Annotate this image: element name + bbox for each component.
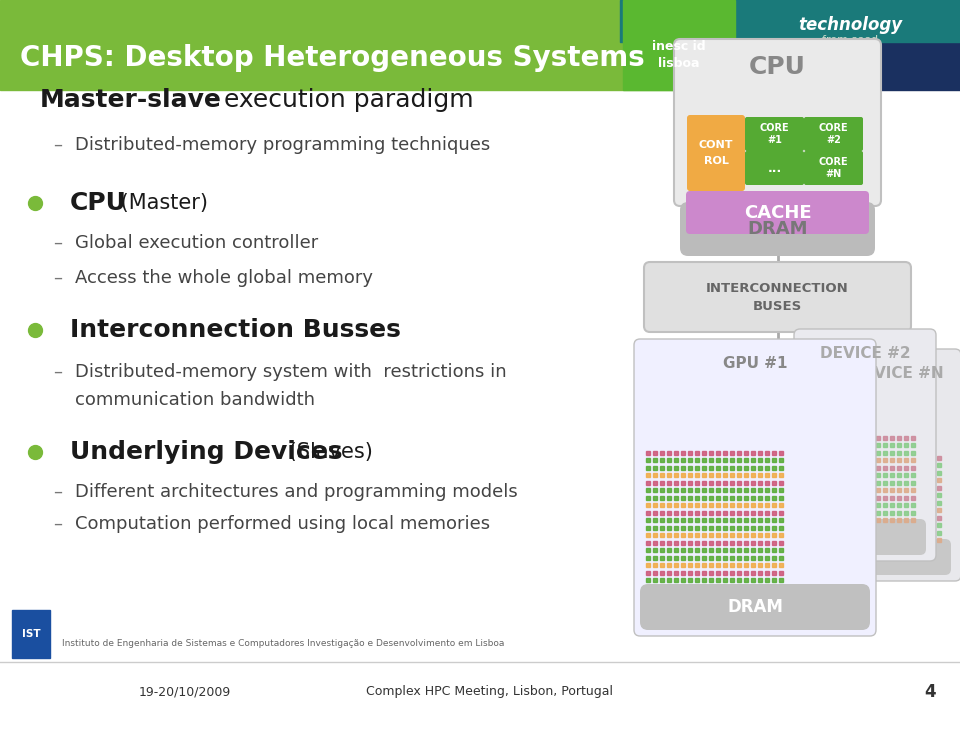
Text: –: – <box>54 269 62 287</box>
Text: communication bandwidth: communication bandwidth <box>75 391 315 409</box>
FancyBboxPatch shape <box>745 117 804 151</box>
Text: 4: 4 <box>924 683 936 701</box>
Text: Complex HPC Meeting, Lisbon, Portugal: Complex HPC Meeting, Lisbon, Portugal <box>367 685 613 699</box>
Text: CHPS: Desktop Heterogeneous Systems: CHPS: Desktop Heterogeneous Systems <box>20 44 645 72</box>
FancyBboxPatch shape <box>848 366 902 394</box>
Text: Distributed-memory programming techniques: Distributed-memory programming technique… <box>75 136 491 154</box>
Text: –: – <box>54 234 62 252</box>
Text: execution paradigm: execution paradigm <box>216 88 473 112</box>
Text: Master-slave: Master-slave <box>40 88 222 112</box>
Bar <box>0 0 735 90</box>
Text: ROL: ROL <box>704 156 729 166</box>
Bar <box>620 0 960 42</box>
FancyBboxPatch shape <box>640 584 870 630</box>
Text: DEVICE #N: DEVICE #N <box>852 366 944 380</box>
Text: DRAM: DRAM <box>747 220 807 238</box>
Bar <box>623 0 735 90</box>
FancyBboxPatch shape <box>634 339 876 636</box>
Text: CORE
#2: CORE #2 <box>819 123 849 145</box>
Text: DEVICE #2: DEVICE #2 <box>820 345 910 361</box>
FancyBboxPatch shape <box>680 202 875 256</box>
Text: CACHE: CACHE <box>744 204 811 221</box>
Text: from seed: from seed <box>822 35 878 45</box>
Text: IST: IST <box>22 629 40 639</box>
Text: inesc id
lisboa: inesc id lisboa <box>652 40 706 70</box>
Text: Distributed-memory system with  restrictions in: Distributed-memory system with restricti… <box>75 363 507 381</box>
Text: Different architectures and programming models: Different architectures and programming … <box>75 483 517 501</box>
Bar <box>12 610 50 658</box>
FancyBboxPatch shape <box>834 349 960 581</box>
FancyBboxPatch shape <box>644 594 866 630</box>
Text: technology: technology <box>798 16 902 34</box>
Text: (Slaves): (Slaves) <box>282 442 372 462</box>
Text: GPU #1: GPU #1 <box>723 356 787 371</box>
Text: –: – <box>54 483 62 501</box>
Text: –: – <box>54 363 62 381</box>
Text: INTERCONNECTION: INTERCONNECTION <box>707 282 849 294</box>
FancyBboxPatch shape <box>687 115 745 191</box>
FancyBboxPatch shape <box>653 366 708 394</box>
Text: Underlying Devices: Underlying Devices <box>70 440 343 464</box>
Text: BUSES: BUSES <box>753 299 803 312</box>
Text: –: – <box>54 136 62 154</box>
FancyBboxPatch shape <box>674 39 881 206</box>
FancyBboxPatch shape <box>750 366 805 394</box>
Text: CPU: CPU <box>70 191 127 215</box>
Text: 19-20/10/2009: 19-20/10/2009 <box>139 685 231 699</box>
Text: –: – <box>54 515 62 533</box>
Text: Access the whole global memory: Access the whole global memory <box>75 269 373 287</box>
Text: CONT: CONT <box>699 140 733 150</box>
Bar <box>735 0 960 90</box>
Text: Instituto de Engenharia de Sistemas e Computadores Investigação e Desenvolviment: Instituto de Engenharia de Sistemas e Co… <box>62 639 504 648</box>
FancyBboxPatch shape <box>644 262 911 332</box>
Text: Interconnection Busses: Interconnection Busses <box>70 318 401 342</box>
FancyBboxPatch shape <box>804 117 863 151</box>
FancyBboxPatch shape <box>844 539 951 575</box>
FancyBboxPatch shape <box>804 519 926 555</box>
Text: CORE
#1: CORE #1 <box>759 123 789 145</box>
Text: CPU: CPU <box>749 55 806 79</box>
FancyBboxPatch shape <box>794 329 936 561</box>
Text: (Master): (Master) <box>114 193 208 213</box>
Text: ...: ... <box>767 161 781 174</box>
Text: CORE
#N: CORE #N <box>819 157 849 179</box>
FancyBboxPatch shape <box>745 151 804 185</box>
Text: DRAM: DRAM <box>727 598 783 616</box>
FancyBboxPatch shape <box>686 191 869 234</box>
Text: Global execution controller: Global execution controller <box>75 234 319 252</box>
Text: Computation performed using local memories: Computation performed using local memori… <box>75 515 491 533</box>
FancyBboxPatch shape <box>804 151 863 185</box>
